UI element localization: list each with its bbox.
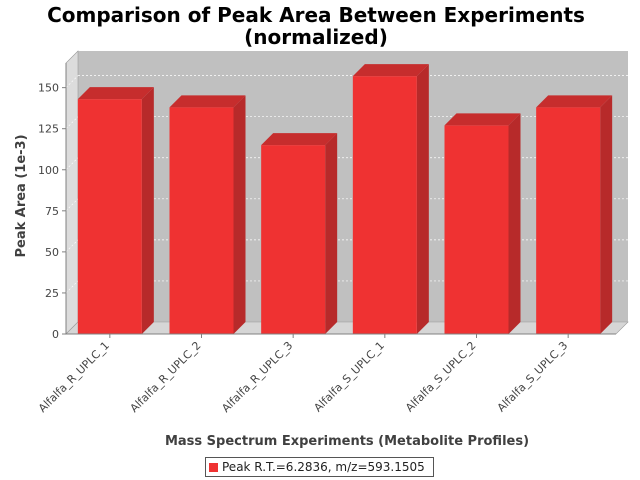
y-tick-label: 125 — [38, 123, 59, 136]
gridline-side — [65, 280, 79, 294]
bar — [261, 133, 338, 334]
bar-top — [536, 95, 613, 108]
bar-top — [444, 113, 521, 126]
legend-swatch — [209, 462, 218, 472]
bar-top — [77, 87, 154, 100]
bar-top — [169, 95, 246, 108]
gridline-side — [65, 157, 79, 170]
bar-front — [169, 107, 234, 334]
x-tick-label: Alfalfa_R_UPLC_2 — [128, 339, 204, 415]
legend: Peak R.T.=6.2836, m/z=593.1505 — [205, 457, 434, 477]
x-tick-label: Alfalfa_S_UPLC_1 — [311, 339, 387, 415]
x-tick-label: Alfalfa_S_UPLC_3 — [495, 339, 571, 415]
y-tick-label: 0 — [52, 328, 59, 341]
gridline-side — [65, 239, 79, 253]
x-tick-label: Alfalfa_R_UPLC_3 — [219, 339, 295, 415]
bar — [444, 113, 521, 334]
bar — [352, 64, 429, 334]
bar — [77, 87, 154, 334]
chart-title: Comparison of Peak Area Between Experime… — [47, 3, 585, 27]
y-tick-label: 150 — [38, 82, 59, 95]
gridline-side — [65, 75, 79, 88]
bar-side — [141, 87, 154, 334]
y-tick-label: 25 — [45, 287, 59, 300]
bar-side — [416, 64, 429, 334]
plot-left-wall — [65, 50, 79, 335]
x-axis-label: Mass Spectrum Experiments (Metabolite Pr… — [165, 434, 529, 449]
bar-front — [352, 76, 417, 334]
gridline-side — [65, 198, 79, 212]
y-tick-label: 100 — [38, 164, 59, 177]
bar-side — [325, 133, 338, 334]
y-axis: 0 25 50 75 100 125 150 — [38, 63, 67, 341]
y-axis-label: Peak Area (1e-3) — [14, 134, 29, 257]
bars — [77, 64, 613, 334]
bar-top — [352, 64, 429, 77]
x-tick-label: Alfalfa_R_UPLC_1 — [36, 339, 112, 415]
gridlines — [65, 75, 628, 294]
bar-side — [508, 113, 521, 334]
y-tick-label: 50 — [45, 246, 59, 259]
x-tick-label: Alfalfa_S_UPLC_2 — [403, 339, 479, 415]
bar-front — [261, 145, 326, 334]
gridline-side — [65, 116, 79, 129]
y-tick-label: 75 — [45, 205, 59, 218]
chart-subtitle: (normalized) — [244, 25, 388, 49]
bar — [536, 95, 613, 334]
bar-front — [77, 99, 142, 334]
bar-side — [600, 95, 613, 334]
bar — [169, 95, 246, 334]
x-axis: Alfalfa_R_UPLC_1 Alfalfa_R_UPLC_2 Alfalfa_… — [36, 333, 616, 415]
bar-side — [233, 95, 246, 334]
legend-label: Peak R.T.=6.2836, m/z=593.1505 — [222, 460, 425, 474]
bar-front — [444, 125, 509, 334]
bar-top — [261, 133, 338, 146]
bar-front — [536, 107, 601, 334]
